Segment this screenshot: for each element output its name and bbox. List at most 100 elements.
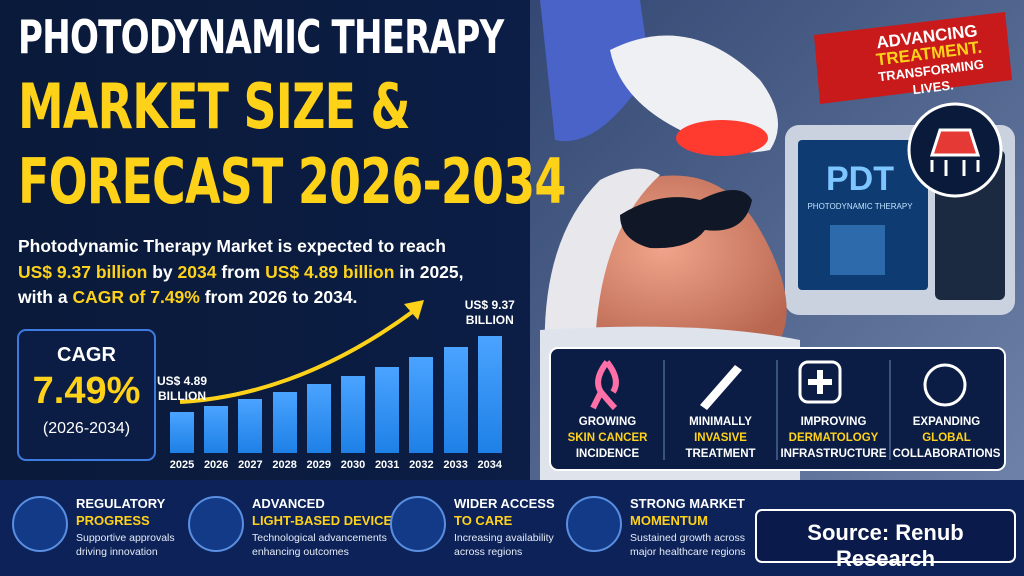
- arrow-head: [404, 300, 424, 320]
- highlight: US$ 4.89 billion: [265, 262, 395, 282]
- goggles: [620, 190, 752, 249]
- title: FORECAST 2026-2034: [18, 145, 566, 218]
- bar: [204, 406, 229, 453]
- highlight: US$ 9.37 billion: [18, 262, 148, 282]
- x-tick-label: 2027: [238, 459, 263, 471]
- feature: ADVANCED LIGHT-BASED DEVICES Technological…: [188, 492, 401, 568]
- cagr-box: [17, 329, 156, 461]
- feature-desc: Supportive approvals: [76, 532, 175, 544]
- bar: [306, 384, 331, 453]
- text: by: [147, 262, 178, 282]
- feature-highlight: MOMENTUM: [630, 513, 708, 528]
- feature-highlight: PROGRESS: [76, 513, 150, 528]
- text: with a: [18, 287, 73, 307]
- bar: [341, 376, 365, 453]
- feature-desc: Technological advancements: [252, 532, 387, 544]
- feature: WIDER ACCESS TO CARE Increasing availabili…: [390, 492, 575, 568]
- driver: IMPROVING DERMATOLOGY INFRASTRUCTURE: [777, 348, 890, 470]
- x-tick-label: 2034: [477, 459, 503, 471]
- driver-highlight: INVASIVE: [694, 432, 747, 444]
- hospital-icon: [798, 360, 842, 404]
- driver-text: INCIDENCE: [575, 448, 640, 460]
- bar: [170, 412, 194, 453]
- title: PHOTODYNAMIC THERAPY: [18, 10, 504, 64]
- x-tick-label: 2030: [340, 459, 366, 471]
- glove: [540, 0, 650, 142]
- driver-text: GROWING: [578, 416, 637, 428]
- feature-icon: [12, 496, 68, 552]
- feature-desc: driving innovation: [76, 546, 158, 558]
- driver-text: TREATMENT: [685, 448, 756, 460]
- feature-icon: [566, 496, 622, 552]
- bar: [443, 347, 468, 453]
- value-label: US$ 9.37 BILLION: [464, 298, 515, 328]
- feature-icon: [188, 496, 244, 552]
- feature-desc: across regions: [454, 546, 523, 558]
- bar: [375, 367, 400, 453]
- chart: 2025 US$ 4.89 BILLION 2026 2027 2028 2029 2030…: [0, 0, 520, 480]
- growth-arrow: [179, 308, 417, 404]
- screen-subtitle: PHOTODYNAMIC THERAPY: [807, 202, 913, 211]
- feature-title: REGULATORY: [76, 496, 166, 511]
- driver-text: INFRASTRUCTURE: [780, 448, 887, 460]
- x-tick-label: 2029: [306, 459, 332, 471]
- cagr-value: 7.49%: [32, 370, 141, 412]
- scalpel-icon: [700, 365, 742, 410]
- source-box: [755, 509, 1016, 563]
- driver-highlight: GLOBAL: [922, 432, 971, 444]
- feature: STRONG MARKET MOMENTUM Sustained growth ac…: [566, 492, 751, 568]
- screen-title: PDT: [826, 160, 894, 198]
- bar: [477, 336, 502, 453]
- x-tick-label: 2025: [169, 459, 195, 471]
- x-tick-label: 2032: [409, 459, 434, 471]
- x-tick-label: 2031: [374, 459, 400, 471]
- bar: [272, 392, 297, 453]
- head-towel: [544, 168, 660, 360]
- feature-title: STRONG MARKET: [630, 496, 745, 511]
- feature-highlight: TO CARE: [454, 513, 513, 528]
- value-label: US$ 4.89 BILLION: [156, 374, 208, 404]
- cross: [808, 370, 832, 394]
- driver-text: MINIMALLY: [689, 416, 752, 428]
- x-tick-label: 2028: [272, 459, 297, 471]
- text: from 2026 to 2034.: [199, 287, 358, 307]
- text: in 2025,: [394, 262, 464, 282]
- source: Source: Renub Research: [807, 520, 964, 571]
- description: with a CAGR of 7.49% from 2026 to 2034.: [18, 287, 357, 308]
- feature-desc: Sustained growth across: [630, 532, 745, 544]
- banner-shape: [814, 12, 1012, 104]
- driver: EXPANDING GLOBAL COLLABORATIONS: [890, 348, 1003, 470]
- text: from: [216, 262, 266, 282]
- cagr-period: (2026-2034): [42, 420, 131, 437]
- driver-text: IMPROVING: [800, 416, 867, 428]
- feature-highlight: LIGHT-BASED DEVICES: [252, 513, 401, 528]
- driver: MINIMALLY INVASIVE TREATMENT: [664, 348, 777, 470]
- bar: [238, 399, 263, 453]
- cagr-label: CAGR: [57, 344, 116, 366]
- x-tick-label: 2026: [203, 459, 229, 471]
- driver-highlight: SKIN CANCER: [567, 432, 648, 444]
- highlight: CAGR of 7.49%: [72, 287, 200, 307]
- feature-desc: major healthcare regions: [630, 546, 746, 558]
- driver: GROWING SKIN CANCER INCIDENCE: [551, 348, 664, 470]
- title: MARKET SIZE &: [18, 70, 410, 143]
- feature-title: WIDER ACCESS: [454, 496, 555, 511]
- feature-desc: Increasing availability: [454, 532, 554, 544]
- globe-icon: [923, 363, 967, 407]
- feature-icon: [390, 496, 446, 552]
- device-icon-glyph: [929, 128, 981, 176]
- highlight: 2034: [177, 262, 217, 282]
- driver-highlight: DERMATOLOGY: [788, 432, 879, 444]
- feature: REGULATORY PROGRESS Supportive approvals dr…: [12, 492, 197, 568]
- text: Photodynamic Therapy Market is expected …: [18, 236, 446, 256]
- feature-desc: enhancing outcomes: [252, 546, 349, 558]
- feature-title: ADVANCED: [252, 496, 325, 511]
- description: Photodynamic Therapy Market is expected …: [18, 236, 446, 257]
- x-tick-label: 2033: [443, 459, 468, 471]
- screen-graphic: [830, 225, 885, 275]
- description: US$ 9.37 billion by 2034 from US$ 4.89 b…: [18, 262, 464, 283]
- lamp-light: [676, 120, 768, 156]
